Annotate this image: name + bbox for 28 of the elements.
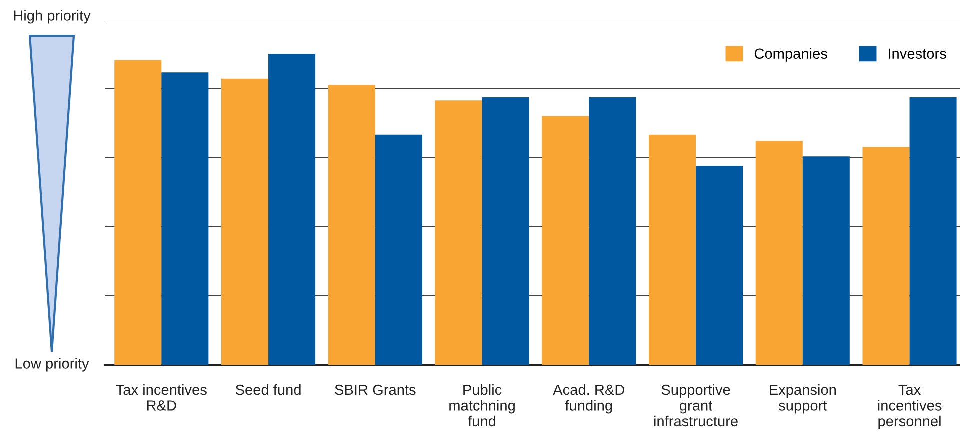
x-tick-label: Acad. R&D funding — [553, 384, 625, 414]
legend-label: Investors — [889, 48, 946, 60]
bar — [268, 54, 316, 365]
bar — [696, 166, 744, 365]
bar — [375, 134, 422, 365]
bar — [435, 100, 482, 365]
bar — [648, 134, 696, 365]
bar — [162, 72, 209, 365]
x-tick-label: Supportive grant infrastructure — [654, 384, 738, 427]
bar — [542, 116, 590, 365]
bar — [756, 141, 803, 365]
x-tick-label: Tax incentives personnel — [878, 384, 942, 430]
bar — [114, 60, 162, 365]
bar — [862, 147, 910, 365]
bar — [221, 78, 269, 365]
legend-label: Companies — [754, 48, 828, 62]
bar — [482, 98, 530, 365]
x-tick-label: Seed fund — [236, 384, 301, 396]
x-tick-label: Tax incentives R&D — [116, 384, 207, 411]
bar — [328, 85, 376, 365]
bar — [910, 98, 957, 365]
x-tick-label: Public matchning fund — [450, 384, 515, 427]
x-tick-label: Expansion support — [770, 384, 836, 414]
text: High priority — [14, 10, 91, 24]
x-tick-label: SBIR Grants — [335, 384, 416, 396]
bar — [589, 98, 636, 365]
bar — [802, 156, 850, 365]
text: Low priority — [16, 358, 90, 372]
